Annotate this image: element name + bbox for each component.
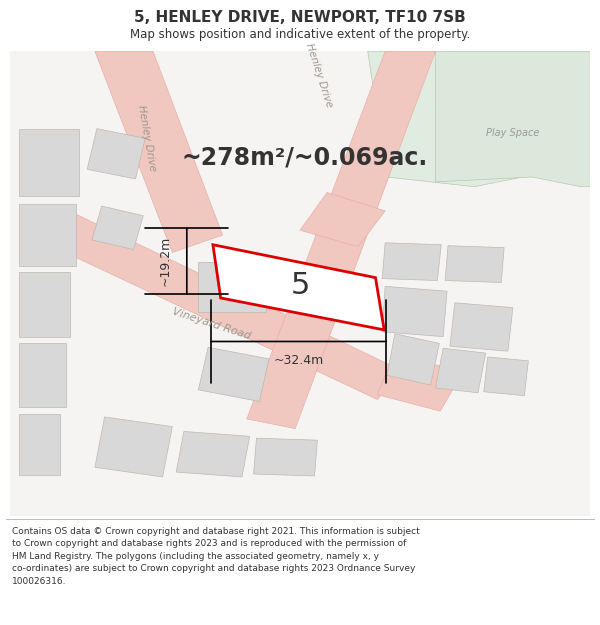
- Polygon shape: [484, 357, 529, 396]
- Polygon shape: [445, 246, 504, 282]
- Text: Contains OS data © Crown copyright and database right 2021. This information is : Contains OS data © Crown copyright and d…: [12, 526, 420, 586]
- Polygon shape: [176, 431, 250, 477]
- Polygon shape: [377, 356, 463, 411]
- Polygon shape: [95, 51, 223, 252]
- Polygon shape: [450, 302, 513, 351]
- Polygon shape: [382, 286, 447, 337]
- Polygon shape: [213, 245, 384, 330]
- Text: ~32.4m: ~32.4m: [274, 354, 323, 367]
- Text: Henley Drive: Henley Drive: [136, 104, 158, 172]
- Text: ~19.2m: ~19.2m: [159, 236, 172, 286]
- Polygon shape: [436, 51, 590, 187]
- Polygon shape: [254, 438, 317, 476]
- Polygon shape: [19, 414, 60, 475]
- Polygon shape: [199, 348, 269, 401]
- Text: Play Space: Play Space: [486, 129, 539, 139]
- Polygon shape: [300, 192, 385, 247]
- Polygon shape: [387, 334, 439, 385]
- Polygon shape: [247, 51, 436, 429]
- Text: Vineyard Road: Vineyard Road: [170, 307, 251, 341]
- Text: 5, HENLEY DRIVE, NEWPORT, TF10 7SB: 5, HENLEY DRIVE, NEWPORT, TF10 7SB: [134, 10, 466, 25]
- Text: ~278m²/~0.069ac.: ~278m²/~0.069ac.: [182, 146, 428, 169]
- Polygon shape: [19, 129, 79, 196]
- Polygon shape: [39, 208, 401, 399]
- Polygon shape: [199, 262, 266, 312]
- Polygon shape: [92, 206, 143, 249]
- Text: 5: 5: [290, 271, 310, 300]
- Text: Henley Drive: Henley Drive: [304, 42, 334, 109]
- Polygon shape: [19, 272, 70, 337]
- Polygon shape: [19, 204, 76, 266]
- Polygon shape: [87, 129, 145, 179]
- Polygon shape: [382, 242, 441, 281]
- Polygon shape: [368, 51, 590, 187]
- Polygon shape: [95, 417, 172, 477]
- Polygon shape: [19, 343, 66, 408]
- Polygon shape: [436, 348, 486, 392]
- Text: Map shows position and indicative extent of the property.: Map shows position and indicative extent…: [130, 28, 470, 41]
